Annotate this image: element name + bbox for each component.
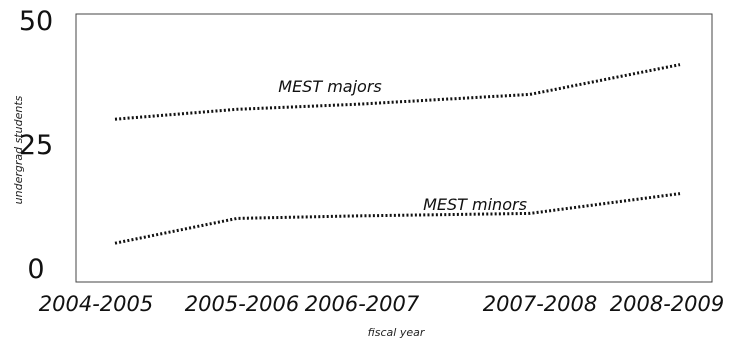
- y-tick-label: 0: [27, 254, 44, 285]
- x-tick-label: 2006-2007: [305, 292, 420, 316]
- y-tick-label: 50: [19, 6, 53, 37]
- y-tick-label: 25: [19, 130, 53, 161]
- y-axis-label: undergrad students: [12, 95, 25, 204]
- y-tick-labels: 0 25 50: [19, 6, 53, 285]
- series-label: MEST minors: [423, 195, 527, 214]
- x-tick-label: 2005-2006: [185, 292, 299, 316]
- series-label: MEST majors: [278, 77, 381, 96]
- series-line-1: [114, 192, 681, 245]
- x-tick-label: 2004-2005: [39, 292, 153, 316]
- plot-frame: [75, 13, 713, 283]
- x-tick-label: 2008-2009: [610, 292, 724, 316]
- series-lines: MEST majors MEST minors: [114, 63, 681, 245]
- x-tick-labels: 2004-2005 2005-2006 2006-2007 2007-2008 2008…: [39, 292, 724, 316]
- series-line-0: [114, 63, 681, 121]
- x-tick-label: 2007-2008: [483, 292, 597, 316]
- x-axis-label: fiscal year: [368, 326, 426, 339]
